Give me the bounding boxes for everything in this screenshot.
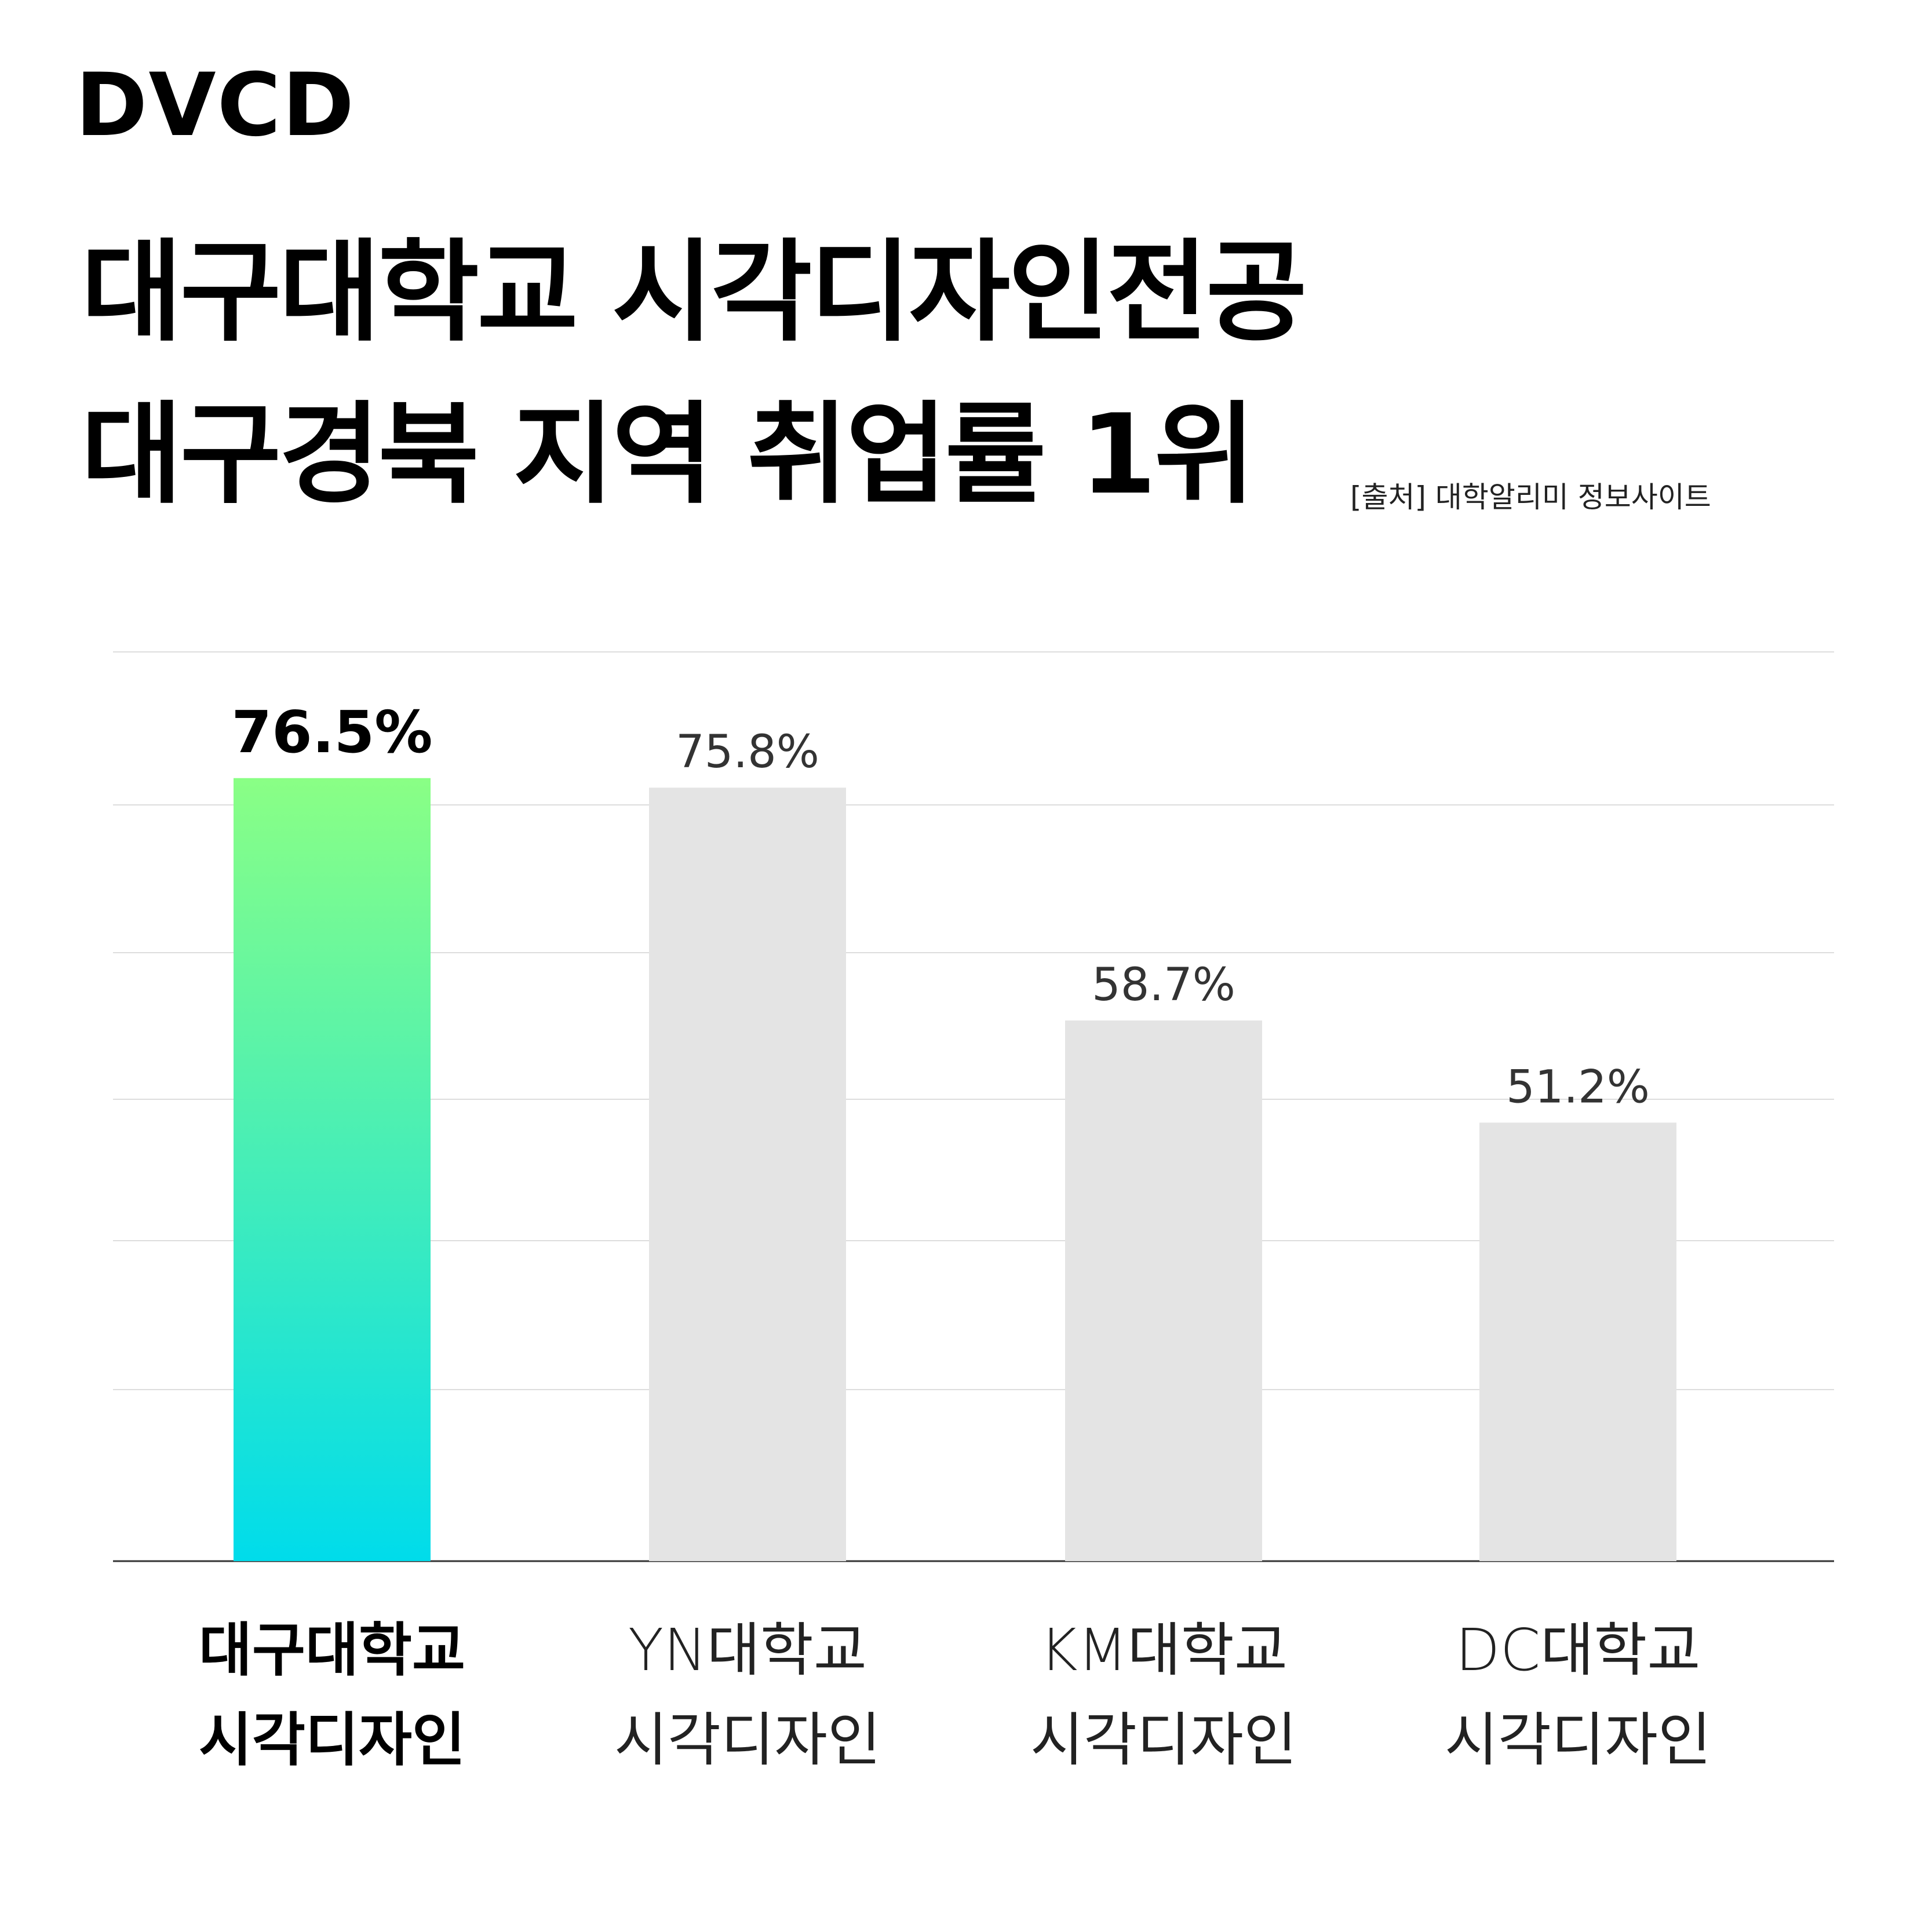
data-label: 76.5% [232, 698, 433, 766]
title-line-1: 대구대학교 시각디자인전공 [81, 228, 1307, 356]
category-label-line: 대구대학교 [199, 1616, 465, 1684]
category-label-line: 시각디자인 [614, 1706, 881, 1774]
category-label-line: YN대학교 [628, 1616, 867, 1684]
bar [1479, 1122, 1676, 1561]
category-label-line: 시각디자인 [199, 1706, 465, 1774]
category-label-line: DC대학교 [1455, 1616, 1701, 1684]
bar [649, 788, 846, 1561]
bar [234, 778, 431, 1561]
category-label-line: 시각디자인 [1030, 1706, 1297, 1774]
data-label: 58.7% [1092, 959, 1235, 1011]
title-line-2: 대구경북 지역 취업률 1위 [81, 391, 1256, 519]
bar [1065, 1020, 1262, 1561]
category-label-line: KM대학교 [1040, 1616, 1288, 1684]
data-label: 51.2% [1506, 1061, 1650, 1113]
source-note: [출처] 대학알리미 정보사이트 [1350, 480, 1711, 514]
data-label: 75.8% [676, 726, 819, 778]
category-label-line: 시각디자인 [1445, 1706, 1711, 1774]
logo: DVCD [75, 55, 356, 156]
